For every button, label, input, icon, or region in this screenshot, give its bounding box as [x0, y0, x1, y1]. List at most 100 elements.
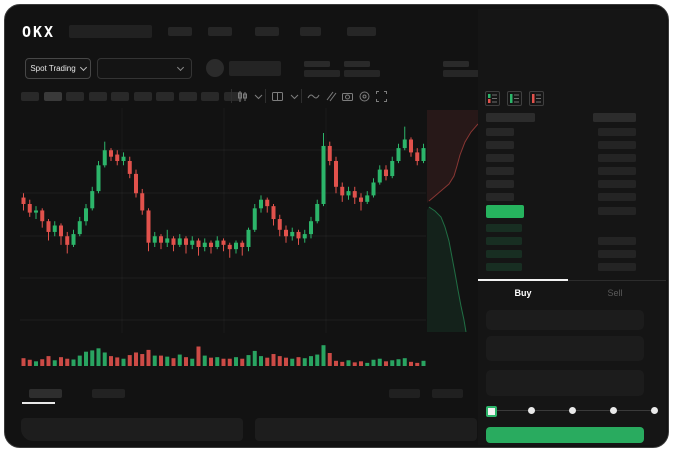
candle-body: [327, 145, 332, 161]
stat-value-placeholder: [304, 70, 340, 77]
volume-bar: [202, 355, 207, 366]
chevron-down-icon: [79, 63, 87, 72]
candle-body: [234, 242, 238, 250]
volume-bar: [102, 352, 107, 366]
depth-chart: [427, 110, 478, 332]
ask-amount-placeholder: [598, 141, 636, 149]
asks-depth-area: [427, 110, 478, 203]
timeframe-button[interactable]: [201, 92, 219, 101]
timeframe-button[interactable]: [21, 92, 39, 101]
candlestick-chart[interactable]: [20, 108, 426, 372]
timeframe-button[interactable]: [178, 92, 197, 101]
app-window: OKX Spot Trading: [4, 4, 669, 448]
ask-price-placeholder[interactable]: [486, 128, 514, 136]
orderbook-bids-only-icon[interactable]: [507, 91, 522, 106]
order-input-field[interactable]: [486, 336, 644, 361]
orderbook-both-sides-icon[interactable]: [485, 91, 500, 106]
submit-order-button[interactable]: [486, 427, 644, 443]
pair-selector-dropdown[interactable]: [97, 58, 192, 79]
candle-body: [34, 210, 38, 213]
tab-sell[interactable]: Sell: [607, 288, 623, 298]
timeframe-button[interactable]: [156, 92, 174, 101]
candle-body: [396, 148, 401, 161]
candle-body: [384, 169, 388, 177]
ask-price-placeholder[interactable]: [486, 193, 514, 201]
timeframe-button[interactable]: [66, 92, 84, 101]
bottom-tab[interactable]: [92, 389, 125, 398]
layout-icon[interactable]: [271, 90, 284, 103]
percent-slider-handle[interactable]: [486, 406, 497, 417]
ask-price-placeholder[interactable]: [486, 180, 514, 188]
bid-price-placeholder[interactable]: [486, 224, 522, 232]
volume-bar: [190, 358, 195, 366]
candle-body: [246, 229, 251, 247]
bid-amount-placeholder: [598, 237, 636, 245]
nav-item[interactable]: [168, 27, 192, 36]
volume-bar: [34, 361, 38, 366]
bottom-link-placeholder[interactable]: [389, 389, 420, 398]
volume-bar: [184, 357, 188, 366]
line-chart-icon[interactable]: [307, 90, 320, 103]
last-price-badge: [486, 205, 524, 218]
orderbook-asks-only-icon[interactable]: [529, 91, 544, 106]
bottom-link-placeholder[interactable]: [432, 389, 463, 398]
bid-price-placeholder[interactable]: [486, 250, 522, 258]
settings-icon[interactable]: [358, 90, 371, 103]
bottom-active-tab-indicator: [22, 402, 55, 404]
candle-body: [59, 225, 63, 237]
brand-placeholder: [69, 25, 152, 38]
volume-bar: [296, 357, 301, 366]
candles-icon[interactable]: [236, 90, 249, 103]
nav-item[interactable]: [208, 27, 232, 36]
percent-slider-stop[interactable]: [568, 407, 576, 414]
tab-buy[interactable]: Buy: [514, 288, 532, 298]
volume-bar: [259, 356, 263, 366]
okx-logo: OKX: [22, 23, 56, 41]
volume-bar: [302, 358, 307, 366]
candle-body: [259, 199, 263, 209]
chevron-down-icon[interactable]: [288, 90, 301, 103]
asks-depth-line: [428, 123, 478, 202]
percent-slider-stop[interactable]: [527, 407, 535, 414]
timeframe-button[interactable]: [111, 92, 129, 101]
candle-body: [321, 145, 326, 204]
nav-item[interactable]: [255, 27, 279, 36]
timeframe-button[interactable]: [43, 92, 62, 101]
nav-item[interactable]: [300, 27, 321, 36]
camera-icon[interactable]: [341, 90, 354, 103]
candle-body: [421, 148, 426, 161]
last-price-amount-placeholder: [598, 207, 636, 215]
bid-amount-placeholder: [598, 263, 636, 271]
nav-item[interactable]: [347, 27, 376, 36]
percent-slider-stop[interactable]: [650, 407, 658, 414]
order-input-field[interactable]: [486, 310, 644, 330]
volume-bar: [340, 361, 345, 366]
candle-body: [390, 161, 395, 177]
timeframe-button[interactable]: [223, 92, 242, 101]
market-type-selector[interactable]: Spot Trading: [25, 58, 91, 79]
bid-price-placeholder[interactable]: [486, 237, 522, 245]
candle-body: [140, 193, 145, 211]
ask-price-placeholder[interactable]: [486, 167, 514, 175]
candle-body: [134, 173, 138, 194]
volume-bar: [140, 354, 145, 366]
candle-body: [102, 150, 107, 166]
ask-price-placeholder[interactable]: [486, 141, 514, 149]
chevron-down-icon[interactable]: [252, 90, 265, 103]
order-input-field[interactable]: [486, 370, 644, 396]
percent-slider-stop[interactable]: [609, 407, 617, 414]
timeframe-button[interactable]: [88, 92, 107, 101]
fullscreen-icon[interactable]: [375, 90, 388, 103]
candle-body: [352, 191, 357, 198]
volume-bar: [265, 357, 270, 366]
bottom-tab[interactable]: [29, 389, 62, 398]
timeframe-button[interactable]: [133, 92, 152, 101]
draw-icon[interactable]: [324, 90, 337, 103]
toolbar-separator: [231, 89, 232, 103]
candle-body: [277, 219, 282, 230]
candle-body: [46, 221, 51, 232]
candle-body: [27, 204, 32, 213]
bid-price-placeholder[interactable]: [486, 263, 522, 271]
ask-price-placeholder[interactable]: [486, 154, 514, 162]
